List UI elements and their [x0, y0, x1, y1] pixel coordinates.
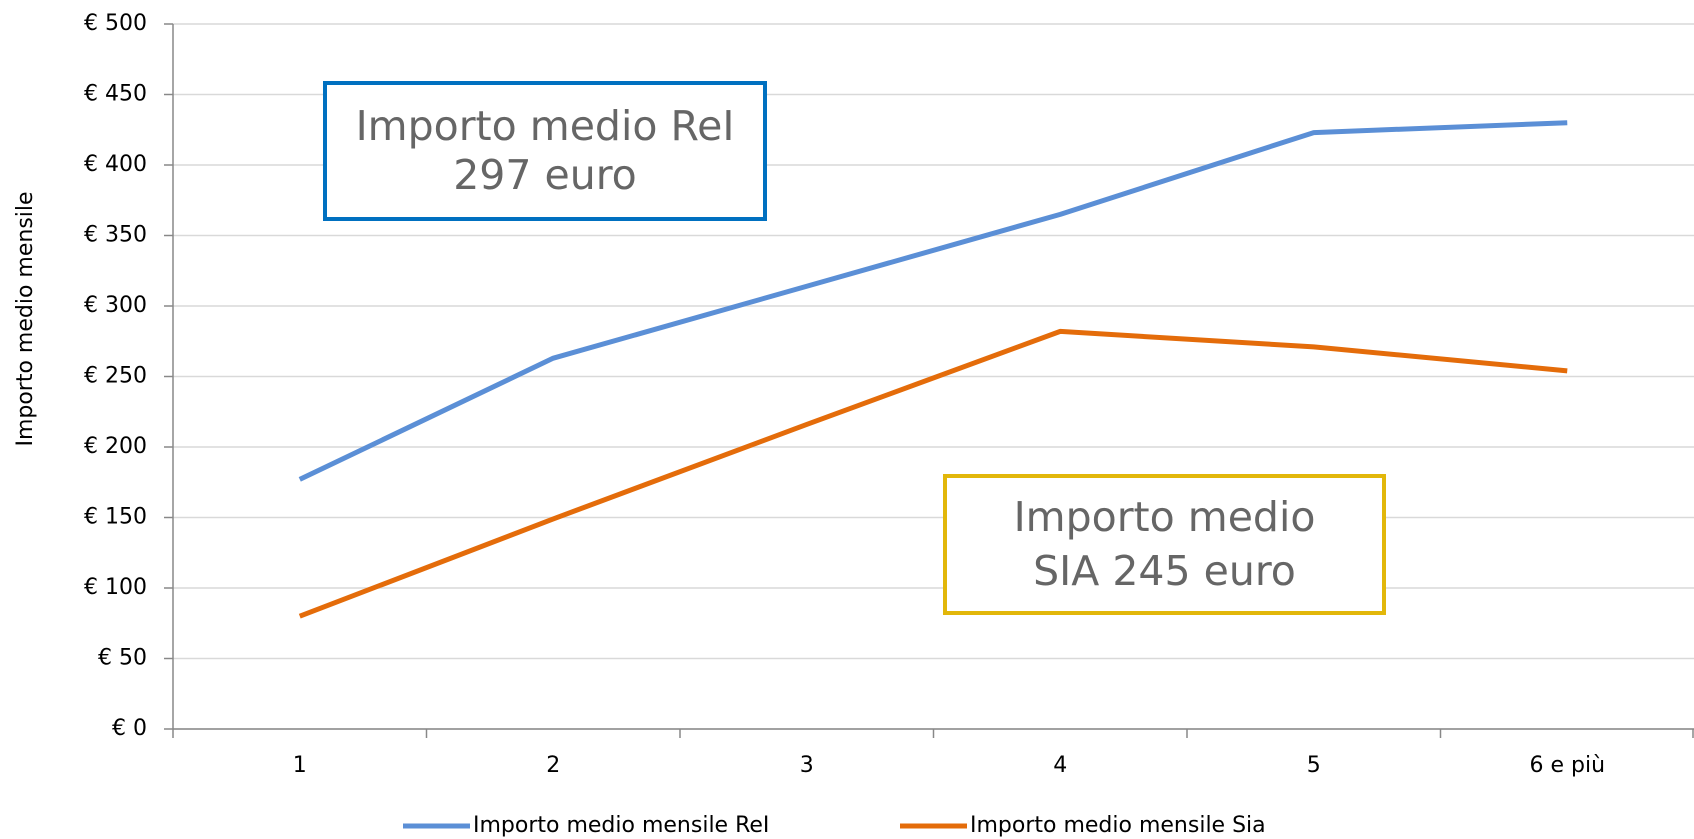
- legend-label: Importo medio mensile Sia: [970, 813, 1266, 838]
- annotation-text: Importo medio: [1014, 493, 1316, 541]
- x-tick-label: 4: [1053, 753, 1067, 778]
- x-tick-label: 3: [800, 753, 814, 778]
- y-axis-title: Importo medio mensile: [13, 191, 38, 446]
- annotation-text: SIA 245 euro: [1033, 547, 1296, 595]
- y-tick-label: € 500: [84, 11, 147, 36]
- annotation-text: 297 euro: [453, 151, 637, 199]
- y-tick-label: € 150: [84, 505, 147, 530]
- annotation-box: [323, 81, 767, 221]
- y-tick-label: € 100: [84, 575, 147, 600]
- annotation-box: [943, 474, 1386, 615]
- y-tick-label: € 200: [84, 434, 147, 459]
- series-line: [298, 328, 1568, 619]
- x-tick-label: 2: [546, 753, 560, 778]
- x-tick-label: 1: [293, 753, 307, 778]
- y-tick-label: € 50: [98, 646, 147, 671]
- y-tick-label: € 300: [84, 293, 147, 318]
- x-tick-label: 5: [1307, 753, 1321, 778]
- y-tick-label: € 0: [112, 716, 147, 741]
- y-tick-label: € 450: [84, 82, 147, 107]
- y-tick-label: € 250: [84, 364, 147, 389]
- series-line: [298, 120, 1568, 482]
- legend-label: Importo medio mensile ReI: [473, 813, 769, 838]
- annotation-text: Importo medio ReI: [356, 102, 735, 150]
- x-tick-label: 6 e più: [1529, 753, 1605, 778]
- y-tick-label: € 400: [84, 152, 147, 177]
- y-tick-label: € 350: [84, 223, 147, 248]
